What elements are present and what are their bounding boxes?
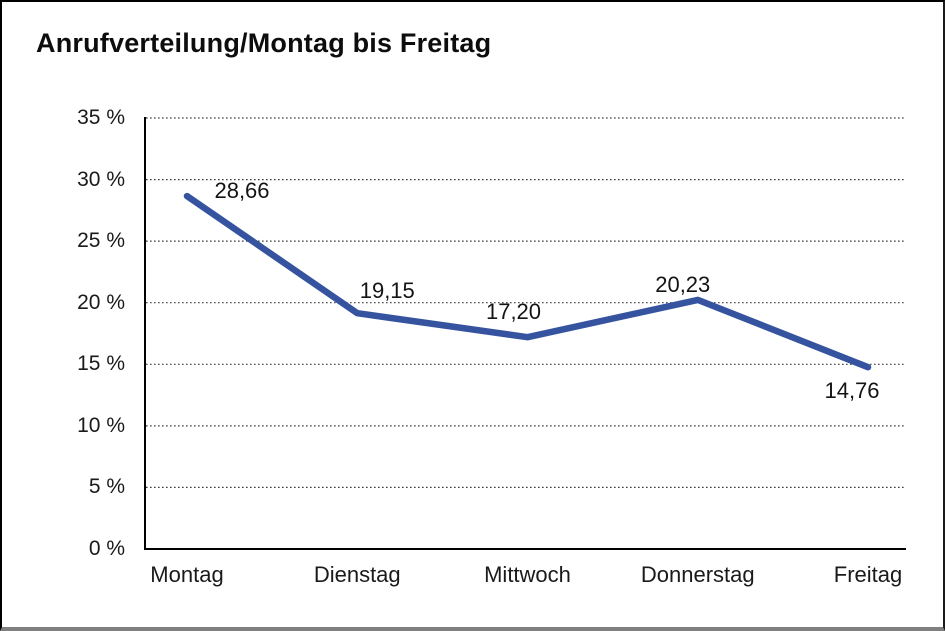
y-tick-label: 35 % xyxy=(77,106,125,129)
x-tick-label: Montag xyxy=(150,562,224,587)
data-point-label: 17,20 xyxy=(485,299,542,325)
data-point-label: 28,66 xyxy=(214,178,270,204)
data-series-line xyxy=(183,192,872,371)
x-tick-label: Dienstag xyxy=(313,562,401,587)
x-tick-label: Mittwoch xyxy=(484,562,571,587)
y-tick-label: 5 % xyxy=(88,475,125,499)
x-tick-label: Freitag xyxy=(833,562,903,587)
data-point-label: 19,15 xyxy=(359,278,415,304)
y-tick-label: 0 % xyxy=(88,537,125,560)
chart-title: Anrufverteilung/Montag bis Freitag xyxy=(36,28,492,58)
y-tick-label: 15 % xyxy=(77,352,125,376)
x-tick-label: Donnerstag xyxy=(640,562,755,587)
y-tick-label: 10 % xyxy=(77,413,125,437)
y-tick-label: 30 % xyxy=(77,167,125,191)
data-point-label: 20,23 xyxy=(655,271,711,297)
y-tick-label: 25 % xyxy=(77,229,125,253)
y-tick-label: 20 % xyxy=(77,290,125,314)
gridlines xyxy=(146,117,906,488)
data-point-label: 14,76 xyxy=(824,378,880,404)
